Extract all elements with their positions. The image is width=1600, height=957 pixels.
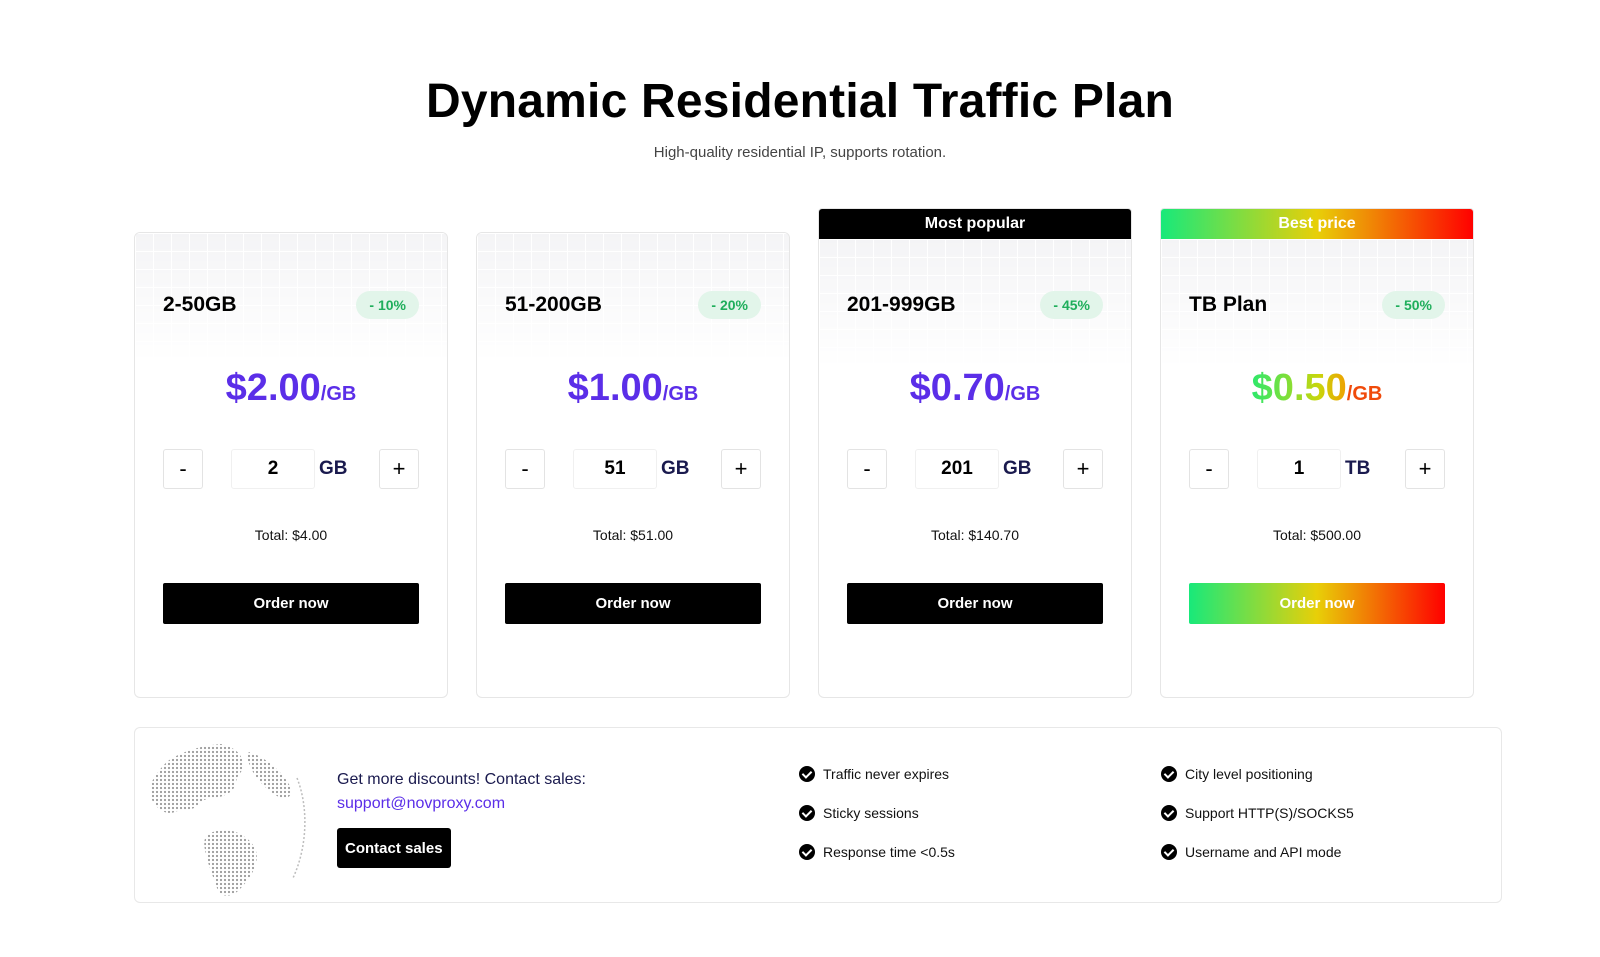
quantity-input[interactable]: [573, 449, 657, 489]
page-title: Dynamic Residential Traffic Plan: [426, 75, 1174, 128]
order-now-button[interactable]: Order now: [847, 583, 1103, 624]
plan-price: $2.00/GB: [135, 367, 447, 410]
quantity-input[interactable]: [1257, 449, 1341, 489]
plan-total: Total: $51.00: [592, 527, 674, 543]
discount-badge: - 50%: [1382, 291, 1445, 319]
quantity-input[interactable]: [231, 449, 315, 489]
feature-label: Response time <0.5s: [823, 844, 955, 860]
plan-card-tb-plan: Best price TB Plan - 50% $0.50/GB - TB +…: [1160, 208, 1474, 698]
discount-badge: - 45%: [1040, 291, 1103, 319]
card-grid-pattern: [1161, 239, 1473, 369]
quantity-unit: TB: [1345, 458, 1371, 479]
quantity-unit: GB: [661, 458, 690, 479]
price-unit: /GB: [1004, 383, 1041, 405]
feature-list-left: Traffic never expires Sticky sessions Re…: [799, 762, 955, 879]
contact-email-link[interactable]: support@novproxy.com: [337, 795, 506, 812]
feature-label: Username and API mode: [1185, 844, 1342, 860]
discount-badge: - 10%: [356, 291, 419, 319]
pricing-cards: 2-50GB - 10% $2.00/GB - GB + Total: $4.0…: [134, 208, 1502, 698]
price-unit: /GB: [320, 383, 357, 405]
decrement-button[interactable]: -: [1189, 449, 1229, 489]
order-now-button[interactable]: Order now: [505, 583, 761, 624]
contact-message: Get more discounts! Contact sales:: [337, 771, 586, 788]
feature-item: Sticky sessions: [799, 801, 955, 825]
increment-button[interactable]: +: [1405, 449, 1445, 489]
discount-badge: - 20%: [698, 291, 761, 319]
contact-text: Get more discounts! Contact sales: suppo…: [337, 768, 586, 816]
feature-label: Traffic never expires: [823, 766, 950, 782]
check-circle-icon: [1161, 844, 1177, 860]
quantity-unit: GB: [1003, 458, 1032, 479]
card-grid-pattern: [819, 239, 1131, 369]
price-amount: $1.00: [567, 367, 663, 409]
quantity-stepper: - TB +: [1189, 449, 1445, 489]
feature-item: City level positioning: [1161, 762, 1354, 786]
feature-label: Support HTTP(S)/SOCKS5: [1185, 805, 1354, 821]
best-price-banner: Best price: [1161, 209, 1473, 239]
plan-tier-name: 51-200GB: [505, 293, 602, 316]
order-now-button[interactable]: Order now: [163, 583, 419, 624]
globe-icon: [151, 744, 306, 896]
most-popular-banner: Most popular: [819, 209, 1131, 239]
feature-item: Traffic never expires: [799, 762, 955, 786]
quantity-unit: GB: [319, 458, 348, 479]
contact-sales-panel: Get more discounts! Contact sales: suppo…: [134, 727, 1502, 903]
plan-card-201-999gb: Most popular 201-999GB - 45% $0.70/GB - …: [818, 208, 1132, 698]
plan-card-51-200gb: 51-200GB - 20% $1.00/GB - GB + Total: $5…: [476, 232, 790, 698]
feature-item: Response time <0.5s: [799, 840, 955, 864]
check-circle-icon: [799, 844, 815, 860]
price-amount: $0.50: [1251, 367, 1347, 409]
quantity-stepper: - GB +: [847, 449, 1103, 489]
quantity-stepper: - GB +: [505, 449, 761, 489]
decrement-button[interactable]: -: [163, 449, 203, 489]
plan-price: $0.70/GB: [819, 367, 1131, 410]
feature-item: Support HTTP(S)/SOCKS5: [1161, 801, 1354, 825]
contact-sales-button[interactable]: Contact sales: [337, 828, 451, 868]
page-subtitle: High-quality residential IP, supports ro…: [653, 144, 947, 161]
quantity-stepper: - GB +: [163, 449, 419, 489]
plan-price: $0.50/GB: [1161, 367, 1473, 410]
decrement-button[interactable]: -: [505, 449, 545, 489]
check-circle-icon: [799, 766, 815, 782]
feature-label: City level positioning: [1185, 766, 1313, 782]
price-amount: $2.00: [225, 367, 321, 409]
plan-tier-name: 201-999GB: [847, 293, 956, 316]
increment-button[interactable]: +: [721, 449, 761, 489]
price-unit: /GB: [662, 383, 699, 405]
increment-button[interactable]: +: [379, 449, 419, 489]
price-amount: $0.70: [909, 367, 1005, 409]
plan-price: $1.00/GB: [477, 367, 789, 410]
plan-tier-name: TB Plan: [1189, 293, 1268, 316]
quantity-input[interactable]: [915, 449, 999, 489]
order-now-button[interactable]: Order now: [1189, 583, 1445, 624]
increment-button[interactable]: +: [1063, 449, 1103, 489]
plan-total: Total: $140.70: [931, 527, 1019, 543]
plan-tier-name: 2-50GB: [163, 293, 237, 316]
plan-total: Total: $500.00: [1273, 527, 1361, 543]
check-circle-icon: [799, 805, 815, 821]
price-unit: /GB: [1346, 383, 1383, 405]
decrement-button[interactable]: -: [847, 449, 887, 489]
feature-list-right: City level positioning Support HTTP(S)/S…: [1161, 762, 1354, 879]
check-circle-icon: [1161, 805, 1177, 821]
feature-item: Username and API mode: [1161, 840, 1354, 864]
plan-card-2-50gb: 2-50GB - 10% $2.00/GB - GB + Total: $4.0…: [134, 232, 448, 698]
check-circle-icon: [1161, 766, 1177, 782]
plan-total: Total: $4.00: [254, 527, 328, 543]
feature-label: Sticky sessions: [823, 805, 919, 821]
